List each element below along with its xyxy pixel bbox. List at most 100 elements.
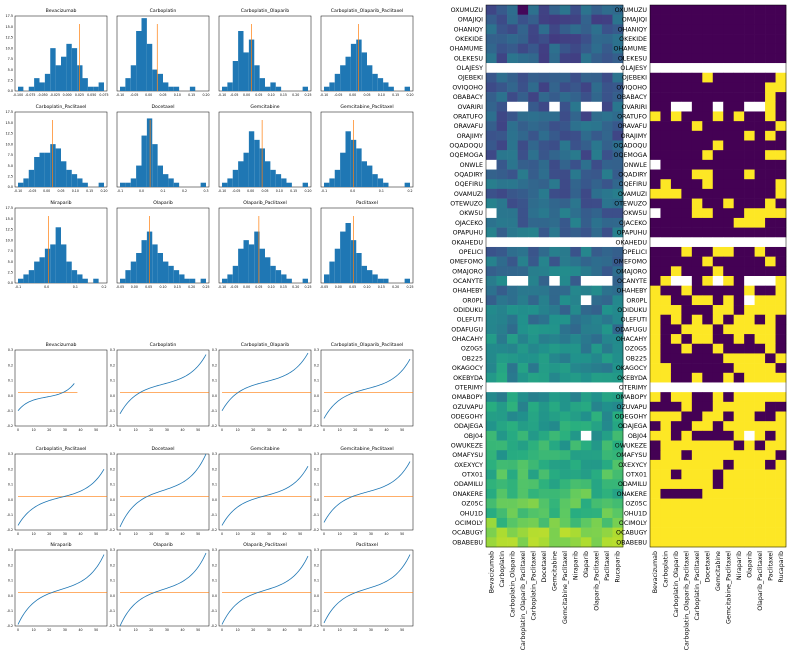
binary-cell [744, 266, 755, 277]
binary-cell [754, 527, 766, 538]
line-x-tick: 20 [251, 428, 255, 432]
histogram-bar [130, 65, 137, 91]
binary-cell [702, 382, 714, 393]
binary-cell [723, 488, 734, 499]
binary-cell [660, 217, 672, 228]
heatmap-cell [591, 266, 603, 277]
line-y-tick: 0.0 [8, 394, 13, 398]
heatmap-cell [538, 208, 550, 219]
binary-cell [744, 498, 755, 509]
binary-cell [712, 198, 724, 209]
heatmap-cell [580, 92, 592, 103]
heatmap-cell [580, 246, 592, 257]
heatmap-cell [570, 169, 582, 180]
histogram-grid: Bevacizumab-0.100 -0.075 -0.050 -0.025 0.000… [5, 8, 413, 289]
binary-cell [691, 479, 703, 490]
histogram-y-tick: 0.0 [8, 281, 13, 285]
line-x-tick: 10 [338, 628, 342, 632]
binary-cell [723, 256, 734, 267]
heatmap-cell [517, 324, 529, 335]
binary-row-label: OKEBYDA [617, 375, 648, 382]
binary-cell [775, 246, 787, 257]
line-y-tick: 0.2 [8, 467, 13, 471]
binary-cell [733, 256, 745, 267]
binary-cell [702, 314, 714, 325]
histogram-bar [361, 265, 367, 283]
heatmap-cell [570, 440, 582, 451]
heatmap-cell [496, 63, 508, 74]
binary-cell [660, 450, 672, 461]
line-y-tick: 0.1 [314, 379, 319, 383]
heatmap-cell [570, 508, 582, 519]
histogram-bar [324, 182, 330, 187]
binary-cell [765, 237, 776, 248]
line-y-tick: -0.2 [109, 528, 115, 532]
heatmap-cell [528, 169, 539, 180]
binary-cell [702, 324, 714, 335]
binary-cell [712, 14, 724, 25]
heatmap-cell [580, 101, 592, 112]
histogram-bar [61, 244, 67, 283]
binary-cell [712, 469, 724, 480]
binary-cell [712, 169, 724, 180]
histogram-bar [238, 31, 244, 91]
heatmap-cell [507, 421, 518, 432]
heatmap-cell [528, 459, 539, 470]
binary-cell [775, 276, 787, 286]
binary-cell [702, 150, 714, 161]
line-x-tick: 0 [17, 532, 19, 536]
binary-row-label: ONAKERE [617, 491, 647, 498]
binary-cell [650, 150, 661, 161]
binary-cell [765, 256, 776, 267]
heatmap-cell [507, 159, 518, 170]
heatmap-cell [496, 498, 508, 509]
heatmap-cell [496, 111, 508, 122]
histogram-x-tick: 0.10 [363, 285, 370, 289]
binary-row-label: OVAMUZI [618, 191, 647, 198]
heatmap-cell [549, 479, 561, 490]
binary-cell [733, 305, 745, 316]
binary-cell [744, 256, 755, 267]
histogram-bar [222, 86, 228, 91]
line-x-tick: 40 [283, 532, 287, 536]
heatmap-cell [612, 227, 624, 238]
histogram-bar [248, 131, 255, 187]
binary-cell [660, 276, 672, 286]
heatmap-cell [591, 382, 603, 393]
binary-cell [660, 459, 672, 470]
line-x-tick: 0 [17, 428, 19, 432]
binary-cell [691, 5, 703, 15]
histogram-x-tick: 0.15 [378, 285, 385, 289]
binary-cell [733, 43, 745, 54]
binary-cell [765, 285, 776, 296]
heatmap-cell [549, 392, 561, 403]
heatmap-cell [570, 14, 582, 25]
heatmap-cell [549, 169, 561, 180]
histogram-x-tick: 0.10 [268, 93, 275, 97]
heatmap-cell [559, 208, 571, 219]
binary-cell [733, 82, 745, 93]
heatmap-cell [538, 295, 550, 306]
heatmap-cell [549, 324, 561, 335]
binary-cell [660, 227, 672, 238]
histogram-bar [265, 161, 271, 187]
binary-cell [660, 82, 672, 93]
heatmap-cell [580, 430, 592, 441]
heatmap-row-label: OBJ04 [464, 433, 483, 440]
binary-row-label: OHAMUME [614, 46, 647, 53]
binary-cell [670, 5, 682, 15]
binary-cell [681, 217, 693, 228]
binary-row-label: OMAJIQI [622, 17, 647, 24]
binary-cell [691, 334, 703, 345]
heatmap-col-label: Docetaxel [541, 551, 548, 583]
heatmap-cell [580, 82, 592, 93]
binary-cell [775, 208, 787, 219]
binary-row-label: OMEFOMO [614, 259, 647, 266]
line-y-tick: 0.2 [212, 363, 217, 367]
histogram-y-tick: 17.5 [5, 14, 13, 18]
histogram-bar [50, 144, 56, 187]
histogram-x-tick: 0.25 [304, 93, 311, 97]
heatmap-cell [570, 217, 582, 228]
heatmap-cell [580, 130, 592, 141]
histogram-bar [163, 82, 169, 91]
